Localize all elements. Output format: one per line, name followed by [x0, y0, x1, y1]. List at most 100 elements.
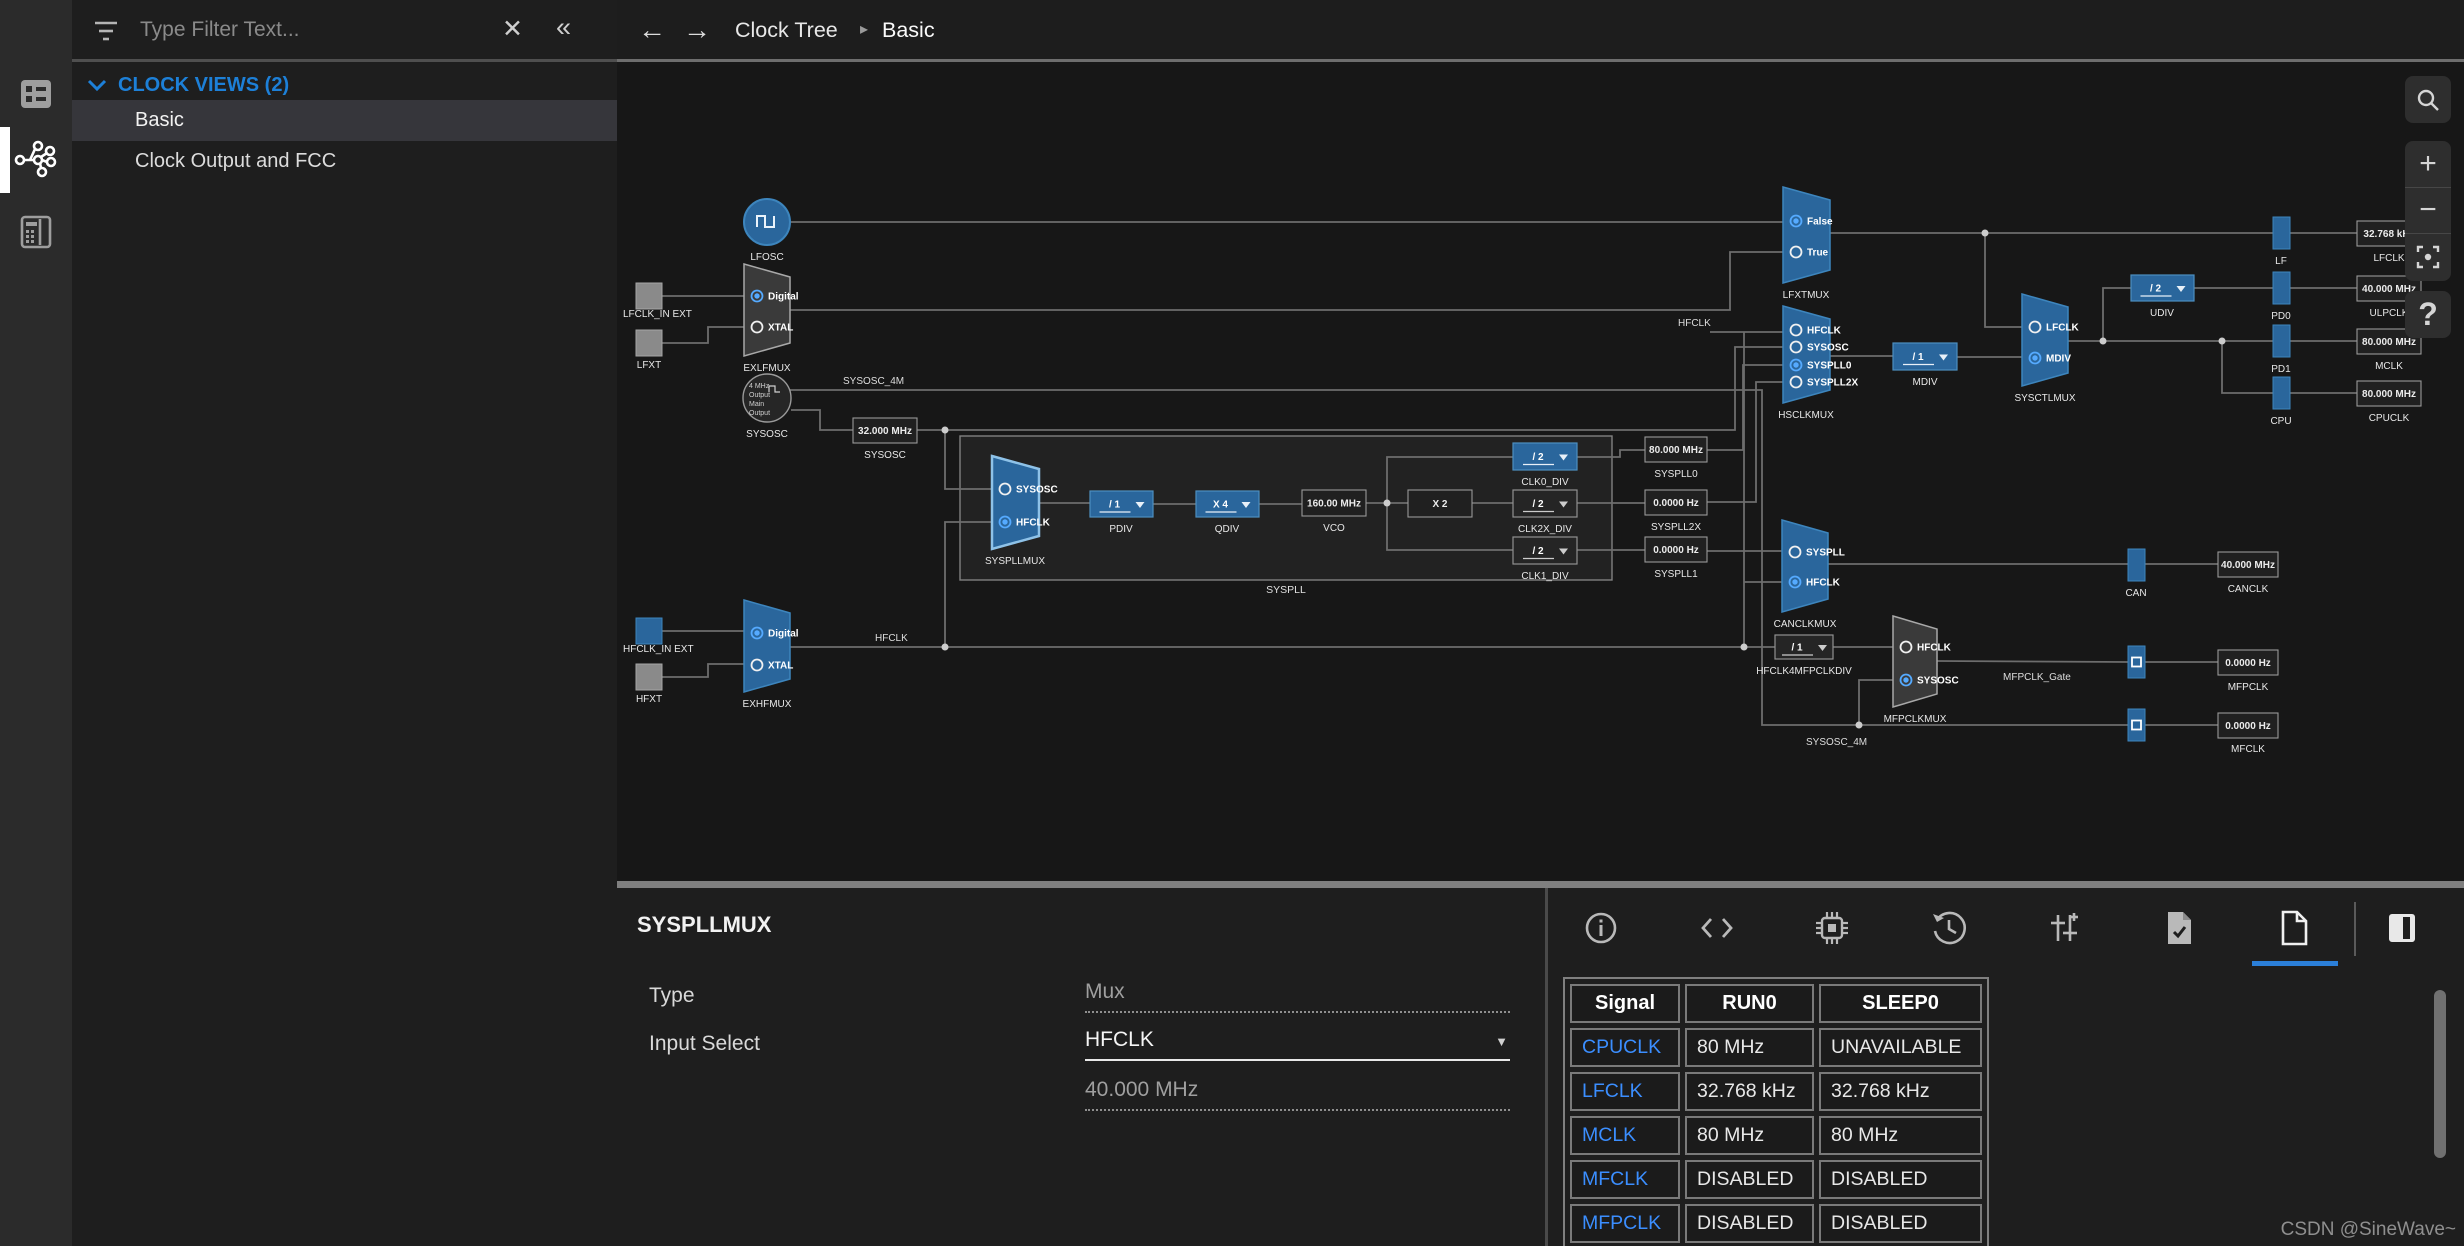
radio-EXLFMUX-Digital[interactable] [750, 289, 764, 303]
tab-file-selected[interactable] [2272, 906, 2316, 950]
gate-CPU[interactable] [2272, 376, 2291, 410]
radio-SYSCTLMUX-LFCLK[interactable] [2028, 320, 2042, 334]
tab-info[interactable] [1579, 906, 1623, 950]
radio-LFXTMUX-False[interactable] [1789, 214, 1803, 228]
radio-LFXTMUX-True[interactable] [1789, 245, 1803, 259]
signal-link[interactable]: MFPCLK [1570, 1204, 1680, 1243]
mux-SYSCTLMUX[interactable] [2021, 293, 2069, 387]
radio-EXHFMUX-Digital[interactable] [750, 626, 764, 640]
mux-LFXTMUX[interactable] [1782, 186, 1831, 284]
radio-EXLFMUX-XTAL[interactable] [750, 320, 764, 334]
clock-tree-canvas[interactable]: SYSPLL SYSOSC_4M SYSOSC_4M HFCLK HFCLK MFPCLK… [617, 65, 2464, 881]
radio-HSCLKMUX-SYSPLL0[interactable] [1789, 358, 1803, 372]
forward-arrow-button[interactable]: → [683, 14, 711, 45]
toggle-side-panel-button[interactable] [2380, 906, 2424, 950]
gate-MFPCLK_GATE[interactable] [2127, 645, 2146, 679]
filter-input[interactable]: Type Filter Text... [140, 18, 300, 41]
mux-HSCLKMUX[interactable] [1782, 305, 1831, 404]
mux-EXLFMUX[interactable] [743, 263, 791, 357]
mux-CANCLKMUX[interactable] [1781, 519, 1829, 613]
divider-CLK2X_DIV[interactable] [1512, 489, 1578, 518]
tab-code[interactable] [1695, 906, 1739, 950]
sidebar-item-basic[interactable]: Basic [72, 100, 617, 141]
collapse-panel-icon[interactable]: « [556, 12, 571, 42]
clock-source-HFCLK_IN_EXT[interactable] [635, 617, 663, 645]
gate-CAN[interactable] [2127, 548, 2146, 582]
diagram-text: / 2 [1532, 452, 1544, 463]
diagram-text: 80.000 MHz [2362, 389, 2416, 400]
sidebar-item-clock-output-and-fcc[interactable]: Clock Output and FCC [135, 150, 337, 172]
radio-SYSPLLMUX-SYSOSC[interactable] [998, 482, 1012, 496]
gate-checkbox[interactable] [2131, 719, 2142, 731]
table-row: MFCLK DISABLED DISABLED [1570, 1160, 1982, 1199]
freq-box-SYSPLL0[interactable] [1644, 436, 1708, 463]
radio-SYSCTLMUX-MDIV[interactable] [2028, 351, 2042, 365]
tab-history[interactable] [1927, 906, 1971, 950]
signal-link[interactable]: MCLK [1570, 1116, 1680, 1155]
gate-MFCLK_GATE[interactable] [2127, 708, 2146, 742]
divider-CLK1_DIV[interactable] [1512, 536, 1578, 565]
freq-box-SYSOSC_BOX[interactable] [852, 417, 918, 444]
mux-MFPCLKMUX[interactable] [1892, 614, 1938, 709]
signal-link[interactable]: CPUCLK [1570, 1028, 1680, 1067]
back-arrow-button[interactable]: ← [638, 14, 666, 45]
radio-HSCLKMUX-SYSOSC[interactable] [1789, 340, 1803, 354]
divider-PDIV[interactable] [1089, 490, 1154, 518]
freq-box-CANCLK_OUT[interactable] [2217, 551, 2279, 578]
freq-box-SYSPLL2X[interactable] [1644, 489, 1708, 516]
signal-link[interactable]: LFCLK [1570, 1072, 1680, 1111]
signal-link[interactable]: MFCLK [1570, 1160, 1680, 1199]
tab-peripherals[interactable] [1810, 906, 1854, 950]
divider-CLK0_DIV[interactable] [1512, 442, 1578, 471]
vertical-splitter[interactable] [1545, 888, 1548, 1246]
block-X2[interactable] [1407, 489, 1473, 518]
device-config-icon[interactable] [0, 62, 72, 126]
input-select-dropdown[interactable]: HFCLK ▼ [1085, 1028, 1510, 1061]
canvas-search-button[interactable] [2405, 76, 2451, 123]
breadcrumb-item-clock-tree[interactable]: Clock Tree [735, 18, 838, 42]
clock-source-LFXT[interactable] [635, 329, 663, 357]
radio-HSCLKMUX-HFCLK[interactable] [1789, 323, 1803, 337]
radio-MFPCLKMUX-SYSOSC[interactable] [1899, 673, 1913, 687]
radio-MFPCLKMUX-HFCLK[interactable] [1899, 640, 1913, 654]
signals-scrollbar[interactable] [2434, 990, 2446, 1158]
zoom-out-button[interactable]: − [2405, 188, 2451, 235]
radio-EXHFMUX-XTAL[interactable] [750, 658, 764, 672]
gate-LF[interactable] [2272, 216, 2291, 250]
divider-UDIV[interactable] [2130, 274, 2195, 302]
freq-box-SYSPLL1[interactable] [1644, 536, 1708, 563]
radio-CANCLKMUX-SYSPLL[interactable] [1788, 545, 1802, 559]
clock-tree-icon[interactable] [0, 128, 72, 192]
radio-CANCLKMUX-HFCLK[interactable] [1788, 575, 1802, 589]
zoom-in-button[interactable]: + [2405, 141, 2451, 188]
oscillator-LFOSC[interactable] [743, 198, 791, 246]
clock-views-section[interactable]: CLOCK VIEWS (2) [72, 66, 617, 104]
mux-SYSPLLMUX[interactable] [990, 454, 1041, 551]
clock-source-HFXT[interactable] [635, 663, 663, 691]
horizontal-splitter[interactable] [617, 881, 2464, 888]
help-button[interactable]: ? [2405, 291, 2451, 338]
tab-file-check[interactable] [2157, 906, 2201, 950]
oscillator-SYSOSC[interactable] [742, 373, 792, 423]
freq-box-MFPCLK_OUT[interactable] [2217, 649, 2279, 676]
block-VCO[interactable] [1301, 489, 1367, 517]
clear-filter-icon[interactable]: ✕ [502, 15, 523, 43]
gate-checkbox[interactable] [2131, 656, 2142, 668]
breadcrumb-item-basic: Basic [882, 18, 935, 42]
gate-PD1[interactable] [2272, 324, 2291, 358]
calculator-icon[interactable] [0, 200, 72, 264]
radio-HSCLKMUX-SYSPLL2X[interactable] [1789, 375, 1803, 389]
diagram-text: / 2 [1532, 499, 1544, 510]
gate-PD0[interactable] [2272, 271, 2291, 305]
freq-box-CPUCLK_OUT[interactable] [2356, 380, 2422, 407]
mux-EXHFMUX[interactable] [743, 599, 791, 693]
tab-settings[interactable] [2042, 906, 2086, 950]
divider-MDIV[interactable] [1892, 342, 1958, 371]
field-value: Mux [1085, 980, 1125, 1003]
fit-to-screen-button[interactable] [2405, 234, 2451, 281]
dropdown-caret-icon [1559, 501, 1568, 508]
freq-box-MFCLK_OUT[interactable] [2217, 712, 2279, 739]
clock-source-LFCLK_IN_EXT[interactable] [635, 282, 663, 310]
wire [789, 389, 2128, 726]
radio-SYSPLLMUX-HFCLK[interactable] [998, 515, 1012, 529]
